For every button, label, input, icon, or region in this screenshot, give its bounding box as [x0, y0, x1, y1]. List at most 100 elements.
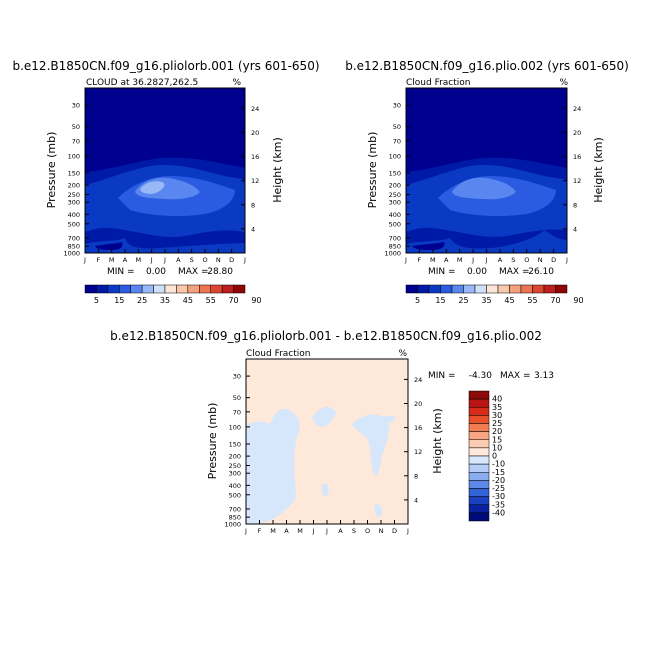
panel-1-y-tick-label: 850	[68, 243, 80, 251]
panel-1-contour-surface-low	[95, 242, 123, 250]
panel-3-negative-blob-1	[321, 483, 329, 497]
panel-3-colorbar-label: 10	[492, 443, 502, 452]
panel-1-x-tick-label: A	[176, 256, 181, 264]
panel-1-colorbar-label: 55	[206, 296, 216, 305]
panel-3-plot-area	[246, 359, 408, 524]
panel-1-y-right-tick-label: 20	[251, 129, 259, 137]
panel-3-colorbar-swatch	[468, 512, 490, 522]
panel-3-y-tick-label: 850	[229, 514, 241, 522]
panel-1-colorbar-swatch	[107, 284, 120, 294]
panel-2-colorbar-swatch	[428, 284, 441, 294]
panel-3-y-right-ticks: 24 20 16 12 8 4	[404, 376, 422, 504]
panel-2-x-tick-label: J	[404, 256, 407, 264]
panel-1-x-tick-label: J	[83, 256, 86, 264]
panel-2-colorbar-label: 70	[550, 296, 560, 305]
panel-2-colorbar-swatch	[555, 284, 568, 294]
panel-2-colorbar-swatch	[451, 284, 464, 294]
panel-3-negative-region-east	[352, 414, 389, 476]
panel-1-y-tick-label: 70	[72, 137, 80, 145]
panel-1-contour-core	[140, 181, 165, 194]
panel-1-colorbar: 5 15 25 35 45 55 70 90	[84, 284, 262, 305]
panel-2-min-value: 0.00	[467, 267, 487, 277]
panel-2-colorbar-swatch	[474, 284, 487, 294]
panel-2: b.e12.B1850CN.f09_g16.plio.002 (yrs 601-…	[345, 59, 629, 305]
panel-1-colorbar-swatch	[199, 284, 211, 294]
panel-3-x-tick-label: J	[325, 527, 328, 535]
panel-2-colorbar-swatch	[463, 284, 476, 294]
panel-1-colorbar-label: 25	[137, 296, 147, 305]
panel-1-colorbar-swatch	[84, 284, 97, 294]
panel-1-colorbar-label: 90	[251, 296, 261, 305]
panel-2-subtitle: Cloud Fraction	[406, 78, 471, 88]
panel-2-x-tick-label: M	[457, 256, 463, 264]
panel-2-y-tick-label: 850	[389, 243, 401, 251]
panel-3-ylabel-right: Height (km)	[431, 408, 444, 474]
panel-1-x-tick-label: M	[136, 256, 142, 264]
panel-2-y-tick-label: 1000	[384, 250, 401, 258]
panel-3-y-tick-label: 70	[233, 408, 241, 416]
panel-2-colorbar-swatch	[509, 284, 522, 294]
panel-2-colorbar-swatch	[417, 284, 430, 294]
panel-1-colorbar-swatch	[187, 284, 200, 294]
panel-1-y-tick-label: 1000	[63, 250, 80, 258]
panel-3-colorbar-label: -25	[492, 484, 505, 493]
panel-3-x-tick-label: O	[365, 527, 370, 535]
panel-2-colorbar-swatch	[440, 284, 453, 294]
panel-1-y-right-tick-label: 8	[251, 201, 255, 209]
panel-2-colorbar-swatch	[405, 284, 418, 294]
panel-2-y-right-tick-label: 12	[573, 177, 581, 185]
panel-2-units: %	[559, 78, 568, 88]
panel-1-x-tick-label: J	[243, 256, 246, 264]
panel-3-colorbar-swatch	[468, 407, 490, 416]
panel-3-colorbar-swatch	[468, 431, 490, 440]
panel-2-y-right-tick-label: 8	[573, 201, 577, 209]
panel-3-colorbar-label: 15	[492, 435, 502, 444]
panel-1-units: %	[232, 78, 241, 88]
panel-2-ylabel: Pressure (mb)	[366, 132, 379, 209]
panel-1-x-tick-label: M	[109, 256, 115, 264]
panel-1-y-tick-label: 250	[68, 191, 80, 199]
panel-2-title: b.e12.B1850CN.f09_g16.plio.002 (yrs 601-…	[345, 59, 629, 73]
panel-1-colorbar-swatch	[119, 284, 131, 294]
panel-1-colorbar-swatch	[221, 284, 234, 294]
panel-3-colorbar-label: -35	[492, 500, 505, 509]
panel-2-x-tick-label: A	[444, 256, 449, 264]
panel-1-y-right-tick-label: 12	[251, 177, 259, 185]
panel-2-y-tick-label: 400	[389, 211, 401, 219]
panel-3-y-tick-label: 200	[229, 453, 241, 461]
panel-1-colorbar-swatch	[141, 284, 154, 294]
panel-1-plot-area	[85, 88, 245, 253]
panel-2-y-tick-label: 150	[389, 169, 401, 177]
panel-1-x-tick-label: D	[229, 256, 234, 264]
panel-3-y-tick-label: 250	[229, 462, 241, 470]
panel-1-y-tick-label: 200	[68, 182, 80, 190]
panel-1-y-tick-label: 500	[68, 220, 80, 228]
panel-1-y-tick-label: 100	[68, 152, 80, 160]
panel-2-x-tick-label: F	[418, 256, 422, 264]
panel-2-colorbar-swatch	[486, 284, 499, 294]
panel-2-y-tick-label: 50	[393, 123, 401, 131]
panel-2-x-tick-label: J	[471, 256, 474, 264]
panel-1-stats: MIN = 0.00 MAX = 28.80	[107, 267, 233, 277]
panel-3-colorbar-label: 20	[492, 427, 502, 436]
panel-3-colorbar-label: 25	[492, 419, 502, 428]
panel-1-ylabel: Pressure (mb)	[45, 132, 58, 209]
panel-2-colorbar-label: 45	[504, 296, 514, 305]
panel-3-y-tick-label: 400	[229, 482, 241, 490]
panel-2-y-right-tick-label: 20	[573, 129, 581, 137]
panel-1-max-value: 28.80	[207, 267, 233, 277]
panel-1-y-right-tick-label: 24	[251, 105, 259, 113]
panel-3-x-tick-label: S	[352, 527, 356, 535]
panel-3-colorbar-label: 40	[492, 395, 502, 404]
panel-3-min-label: MIN =	[428, 371, 456, 381]
panel-3-y-right-tick-label: 20	[414, 400, 422, 408]
panel-1-x-tick-label: O	[202, 256, 207, 264]
panel-2-y-tick-label: 700	[389, 234, 401, 242]
panel-2-contour-surface	[406, 230, 567, 253]
panel-3-colorbar-swatch	[468, 472, 490, 481]
panel-1-min-label: MIN =	[107, 267, 135, 277]
panel-2-min-label: MIN =	[428, 267, 456, 277]
